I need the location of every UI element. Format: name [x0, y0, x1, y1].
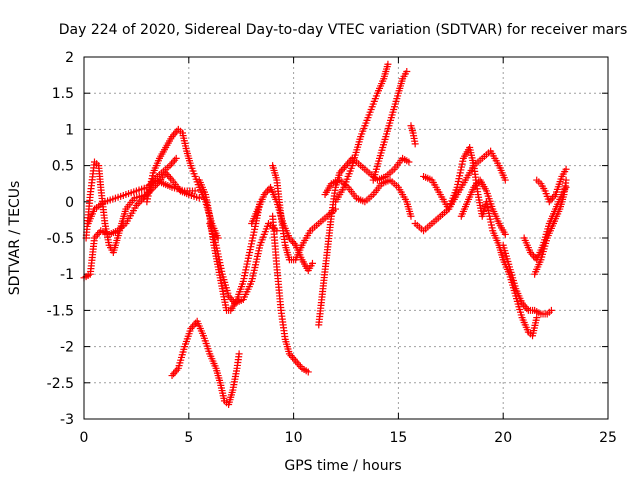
data-point: [166, 174, 174, 182]
y-tick-label: -2.5: [47, 376, 74, 392]
data-point: [263, 187, 271, 195]
data-point: [530, 252, 538, 260]
tick-labels: -3-2.5-2-1.5-1-0.500.511.520 5 10 15 20 25: [47, 50, 617, 446]
series-track-03: [84, 176, 199, 228]
y-tick-label: 1.5: [52, 86, 74, 102]
data-point: [172, 154, 180, 162]
data-point: [168, 372, 176, 380]
data-point: [290, 355, 298, 363]
series-track-13: [332, 60, 392, 206]
series-track-12: [321, 176, 415, 220]
data-point: [190, 321, 198, 329]
plot-frame: [83, 56, 609, 420]
x-tick-label: 20: [494, 430, 512, 446]
data-point: [295, 361, 303, 369]
data-point: [304, 368, 312, 376]
y-tick-label: -2: [60, 340, 74, 356]
data-point: [168, 160, 176, 168]
data-point: [191, 187, 199, 195]
series-track-16: [411, 147, 509, 235]
data-point: [340, 163, 348, 171]
y-tick-label: 1: [65, 122, 74, 138]
data-point: [344, 160, 352, 168]
y-tick-label: 0.5: [52, 159, 74, 175]
series-track-22: [531, 176, 570, 278]
x-tick-label: 25: [599, 430, 617, 446]
x-tick-label: 15: [389, 430, 407, 446]
data-point: [405, 158, 413, 166]
data-point: [308, 259, 316, 267]
data-points: [80, 60, 570, 409]
grid-lines: [83, 56, 609, 420]
y-tick-label: 2: [65, 50, 74, 66]
y-tick-label: -1.5: [47, 303, 74, 319]
series-track-14: [369, 67, 411, 184]
data-point: [214, 234, 222, 242]
data-point: [501, 176, 509, 184]
data-point: [403, 67, 411, 75]
data-point: [165, 172, 173, 180]
series-track-23: [533, 165, 570, 206]
data-point: [547, 306, 555, 314]
data-point: [562, 176, 570, 184]
data-point: [411, 140, 419, 148]
series-track-15: [407, 122, 419, 148]
x-tick-label: 10: [285, 430, 303, 446]
series-track-10: [269, 162, 340, 264]
y-tick-label: -0.5: [47, 231, 74, 247]
y-tick-label: -1: [60, 267, 74, 283]
series-track-18: [457, 176, 509, 238]
series-track-20: [505, 270, 541, 340]
y-tick-label: -3: [60, 412, 74, 428]
series-track-07: [168, 317, 243, 409]
y-axis-title: SDTVAR / TECUs: [7, 181, 23, 296]
data-point: [171, 129, 179, 137]
data-point: [171, 156, 179, 164]
series-track-19: [499, 241, 555, 318]
data-point: [548, 194, 556, 202]
data-point: [407, 212, 415, 220]
series-track-06: [206, 220, 281, 307]
data-point: [523, 305, 531, 313]
data-point: [293, 359, 301, 367]
data-point: [289, 353, 297, 361]
data-point: [339, 165, 347, 173]
data-point: [384, 60, 392, 68]
data-point: [533, 314, 541, 322]
data-point: [501, 230, 509, 238]
data-point: [332, 205, 340, 213]
data-point: [169, 158, 177, 166]
data-point: [235, 350, 243, 358]
series-track-09: [269, 212, 312, 376]
data-point: [171, 368, 179, 376]
x-axis-title: GPS time / hours: [284, 458, 401, 474]
data-point: [195, 194, 203, 202]
data-point: [170, 370, 178, 378]
chart-title: Day 224 of 2020, Sidereal Day-to-day VTE…: [59, 22, 627, 38]
x-tick-label: 0: [80, 430, 89, 446]
y-tick-label: 0: [65, 195, 74, 211]
data-point: [289, 238, 297, 246]
data-point: [345, 158, 353, 166]
series-track-11: [315, 154, 413, 329]
x-tick-label: 5: [184, 430, 193, 446]
data-point: [134, 200, 142, 208]
data-point: [562, 165, 570, 173]
